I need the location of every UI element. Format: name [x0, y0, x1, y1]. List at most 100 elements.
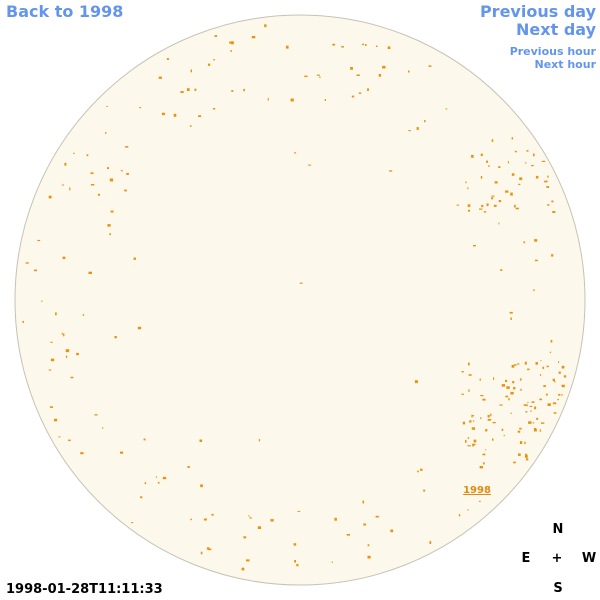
speck [162, 476, 167, 480]
speck [34, 269, 37, 272]
speck [230, 41, 234, 45]
speck [518, 453, 521, 456]
speck [519, 378, 522, 381]
speck [540, 422, 545, 424]
speck [97, 193, 100, 196]
speck [511, 173, 515, 176]
speck [551, 200, 554, 203]
speck [68, 439, 71, 442]
speck [468, 374, 472, 376]
speck [200, 551, 203, 555]
compass-east: E [521, 551, 531, 566]
speck [480, 153, 483, 156]
speck [48, 369, 52, 371]
speck [102, 427, 104, 429]
speck [501, 428, 504, 431]
speck [524, 455, 528, 458]
disk-label[interactable]: 1998 [463, 485, 491, 496]
speck [462, 421, 466, 425]
previous-day-link[interactable]: Previous day [479, 2, 596, 21]
speck [492, 438, 494, 441]
speck [297, 510, 301, 512]
speck [62, 256, 66, 259]
speck [480, 417, 482, 419]
speck [479, 378, 481, 381]
speck [510, 192, 513, 196]
speck [55, 312, 57, 316]
speck [473, 245, 476, 247]
speck [494, 181, 498, 184]
timestamp: 1998-01-28T11:11:33 [6, 582, 163, 597]
speck [243, 536, 247, 539]
speck [533, 153, 535, 157]
speck [467, 437, 470, 439]
speck [493, 204, 497, 207]
previous-hour-link[interactable]: Previous hour [509, 45, 596, 58]
speck [65, 355, 68, 358]
speck [526, 150, 529, 152]
speck [545, 393, 548, 396]
speck [509, 311, 513, 314]
speck [531, 165, 534, 167]
speck [518, 183, 521, 185]
speck [529, 405, 533, 407]
speck [535, 175, 539, 179]
speck [90, 172, 94, 175]
speck [389, 170, 393, 172]
speck [534, 406, 537, 410]
speck [212, 108, 216, 110]
speck [510, 391, 514, 395]
compass-west: W [581, 551, 597, 566]
speck [367, 544, 370, 547]
speck [501, 384, 505, 387]
speck [317, 74, 320, 76]
speck [408, 70, 410, 73]
speck [544, 180, 548, 183]
next-hour-link[interactable]: Next hour [534, 58, 597, 71]
speck [139, 107, 142, 109]
speck [424, 120, 426, 123]
speck [189, 125, 192, 127]
speck [180, 91, 184, 93]
speck [541, 160, 546, 162]
speck [461, 371, 464, 373]
speck [558, 393, 561, 396]
speck [198, 115, 202, 117]
speck [546, 186, 550, 188]
back-link[interactable]: Back to 1998 [6, 2, 124, 21]
speck [558, 371, 561, 374]
speck [114, 336, 117, 339]
speck [525, 411, 528, 413]
speck [551, 254, 554, 257]
speck [514, 364, 517, 366]
speck [479, 466, 483, 469]
speck [61, 332, 63, 335]
speck [492, 422, 496, 424]
speck [472, 415, 475, 417]
speck [365, 44, 367, 46]
next-day-link[interactable]: Next day [516, 20, 596, 39]
speck [203, 518, 207, 521]
speck [486, 160, 488, 163]
speck [131, 522, 134, 524]
speck [414, 380, 418, 384]
speck [109, 178, 114, 182]
speck [514, 204, 516, 208]
speck [428, 65, 432, 67]
speck [512, 381, 515, 384]
speck [390, 529, 394, 533]
speck [157, 481, 160, 484]
speck [507, 161, 509, 164]
speck [285, 45, 289, 49]
speck [230, 50, 232, 52]
speck [467, 509, 469, 511]
speck [53, 418, 58, 422]
speck [498, 166, 501, 168]
speck [334, 517, 337, 521]
speck [211, 513, 214, 516]
speck [531, 401, 535, 403]
speck [519, 427, 522, 430]
speck [505, 379, 508, 383]
speck [488, 165, 490, 167]
speck [508, 398, 510, 401]
